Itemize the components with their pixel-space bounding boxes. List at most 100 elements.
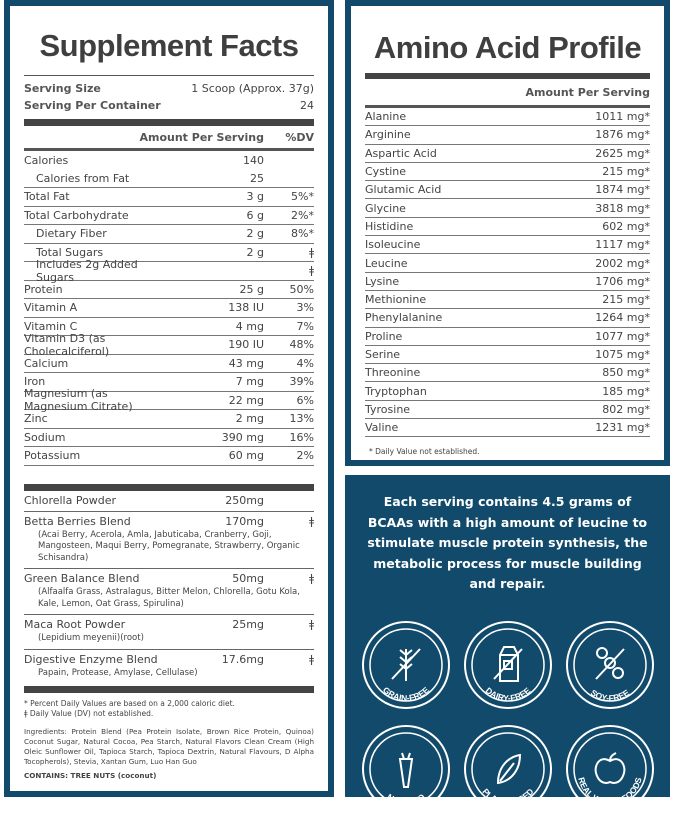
- nutrient-amount: 6 g: [246, 208, 264, 222]
- amino-name: Proline: [365, 329, 403, 343]
- nutrient-amount: 60 mg: [228, 449, 264, 463]
- amino-name: Tyrosine: [365, 402, 411, 416]
- nutrient-row: Total Fat 3 g 5%*: [24, 188, 314, 207]
- badge-label: GRAIN-FREE: [380, 684, 430, 703]
- supplement-facts-panel: Supplement Facts Serving Size 1 Scoop (Ap…: [4, 0, 334, 797]
- nutrient-amount: 190 IU: [228, 338, 264, 352]
- nutrient-row: Calcium 43 mg 4%: [24, 355, 314, 373]
- divider: [24, 483, 314, 491]
- blend-row: Digestive Enzyme Blend 17.6mg ǂ Papain, Pro…: [24, 650, 314, 684]
- nutrient-amount: 25: [250, 171, 264, 185]
- amino-row: Valine 1231 mg*: [365, 419, 650, 438]
- amino-name: Tryptophan: [365, 384, 427, 398]
- blend-name: Chlorella Powder: [24, 493, 117, 507]
- svg-text:SOY-FREE: SOY-FREE: [588, 687, 631, 703]
- nutrient-dv: 8%*: [291, 227, 314, 241]
- svg-text:REAL WHOLE FOODS: REAL WHOLE FOODS: [576, 775, 643, 806]
- nutrient-name: Sodium: [24, 430, 66, 444]
- badge-label: DAIRY-FREE: [483, 685, 532, 703]
- blend-name: Digestive Enzyme Blend: [24, 652, 158, 666]
- nutrient-name: Calories from Fat: [36, 171, 130, 185]
- badge-label: SOY-FREE: [588, 687, 631, 703]
- amino-row: Tyrosine 802 mg*: [365, 401, 650, 420]
- nutrient-row: Potassium 60 mg 2%: [24, 447, 314, 466]
- blend-components: (Lepidium meyenii)(root): [38, 633, 144, 643]
- nutrient-amount: 2 mg: [235, 412, 264, 426]
- nutrient-name: Includes 2g Added Sugars: [36, 257, 138, 284]
- nutrient-row: Dietary Fiber 2 g 8%*: [24, 225, 314, 244]
- blend-amount: 170mg: [225, 514, 264, 528]
- amino-amount: 1077 mg*: [595, 329, 650, 343]
- amino-name: Glycine: [365, 201, 406, 215]
- amino-row: Lysine 1706 mg*: [365, 273, 650, 291]
- nutrient-dv: 2%: [296, 449, 314, 463]
- servings-per-container: Serving Per Container 24: [24, 99, 314, 112]
- amino-amount: 215 mg*: [602, 293, 650, 307]
- blend-table: Chlorella Powder 250mg Betta Berries Blend…: [24, 491, 314, 684]
- blend-amount: 25mg: [232, 618, 264, 631]
- nutrient-name: Vitamin D3 (as Cholecalciferol): [24, 331, 110, 358]
- amino-name: Serine: [365, 348, 401, 361]
- badge-real-whole-foods: REAL WHOLE FOODS: [564, 723, 656, 815]
- amino-amount: 850 mg*: [602, 366, 650, 380]
- nutrient-amount: 2 g: [246, 245, 264, 259]
- nutrient-dv: 39%: [289, 375, 314, 389]
- nutrient-dv: 48%: [289, 338, 314, 352]
- nutrient-table: Calories 140 Calories from Fat 25 Total Fat 3…: [24, 151, 314, 466]
- blend-header: Green Balance Blend 50mg ǂ: [24, 572, 314, 585]
- nutrient-row: Iron 7 mg 39%: [24, 373, 314, 392]
- nutrient-name: Potassium: [24, 449, 81, 463]
- nutrient-row: Vitamin C 4 mg 7%: [24, 318, 314, 336]
- nutrient-dv: 5%*: [291, 190, 314, 204]
- nutrient-row: Total Carbohydrate 6 g 2%*: [24, 207, 314, 225]
- nutrient-row: Total Sugars 2 g ǂ: [24, 244, 314, 262]
- amino-amount: 1011 mg*: [595, 110, 650, 124]
- nutrient-dv: ǂ: [308, 245, 314, 259]
- blend-dv: ǂ: [308, 572, 314, 585]
- badge-grain-free: GRAIN-FREE: [360, 619, 452, 711]
- nutrient-row: Calories 140: [24, 151, 314, 170]
- supplement-facts-title: Supplement Facts: [39, 28, 300, 63]
- blend-components: Papain, Protease, Amylase, Cellulase): [38, 667, 198, 678]
- amino-row: Leucine 2002 mg*: [365, 254, 650, 273]
- blend-row: Maca Root Powder 25mg ǂ (Lepidium meyenii)(…: [24, 615, 314, 650]
- amino-amount: 802 mg*: [602, 402, 650, 416]
- amino-row: Cystine 215 mg*: [365, 163, 650, 182]
- amino-row: Threonine 850 mg*: [365, 364, 650, 383]
- amino-amount: 215 mg*: [602, 165, 650, 179]
- nutrient-row: Calories from Fat 25: [24, 170, 314, 188]
- wheat-icon: [390, 647, 421, 681]
- carrot-icon: [398, 752, 413, 788]
- promo-text: Each serving contains 4.5 grams of BCAAs…: [367, 494, 648, 591]
- amino-name: Cystine: [365, 165, 407, 179]
- divider: [365, 105, 650, 108]
- svg-text:PLANT-BASED: PLANT-BASED: [480, 786, 535, 807]
- ingredients: Ingredients: Protein Blend (Pea Protein …: [24, 727, 314, 766]
- divider: [24, 119, 314, 126]
- amino-name: Arginine: [365, 128, 411, 142]
- nutrient-name: Iron: [24, 375, 46, 389]
- badge-plant-based: PLANT-BASED: [462, 723, 554, 815]
- amino-name: Aspartic Acid: [365, 146, 437, 160]
- nutrient-row: Protein 25 g 50%: [24, 281, 314, 299]
- blend-amount: 250mg: [225, 493, 264, 507]
- nutrient-amount: 7 mg: [235, 375, 264, 389]
- blend-dv: ǂ: [308, 618, 314, 631]
- nutrient-name: Calcium: [24, 356, 69, 370]
- soybean-icon: [594, 646, 625, 680]
- amino-amount: 1117 mg*: [595, 238, 650, 252]
- nutrient-name: Dietary Fiber: [36, 227, 107, 241]
- amino-footnote: * Daily Value not established.: [369, 447, 480, 457]
- svg-text:NON-GMO: NON-GMO: [385, 791, 427, 807]
- blend-header: Betta Berries Blend 170mg ǂ: [24, 515, 314, 528]
- blend-row: Green Balance Blend 50mg ǂ (Alfaalfa Grass,…: [24, 569, 314, 615]
- amino-name: Valine: [365, 421, 399, 435]
- amino-row: Histidine 602 mg*: [365, 218, 650, 237]
- amino-amount: 1876 mg*: [595, 128, 650, 142]
- amino-row: Alanine 1011 mg*: [365, 108, 650, 127]
- divider: [24, 686, 314, 693]
- nutrient-name: Total Fat: [24, 190, 70, 204]
- amino-amount: 602 mg*: [602, 219, 650, 233]
- badge-dairy-free: DAIRY-FREE: [462, 619, 554, 711]
- blend-header: Maca Root Powder 25mg ǂ: [24, 618, 314, 631]
